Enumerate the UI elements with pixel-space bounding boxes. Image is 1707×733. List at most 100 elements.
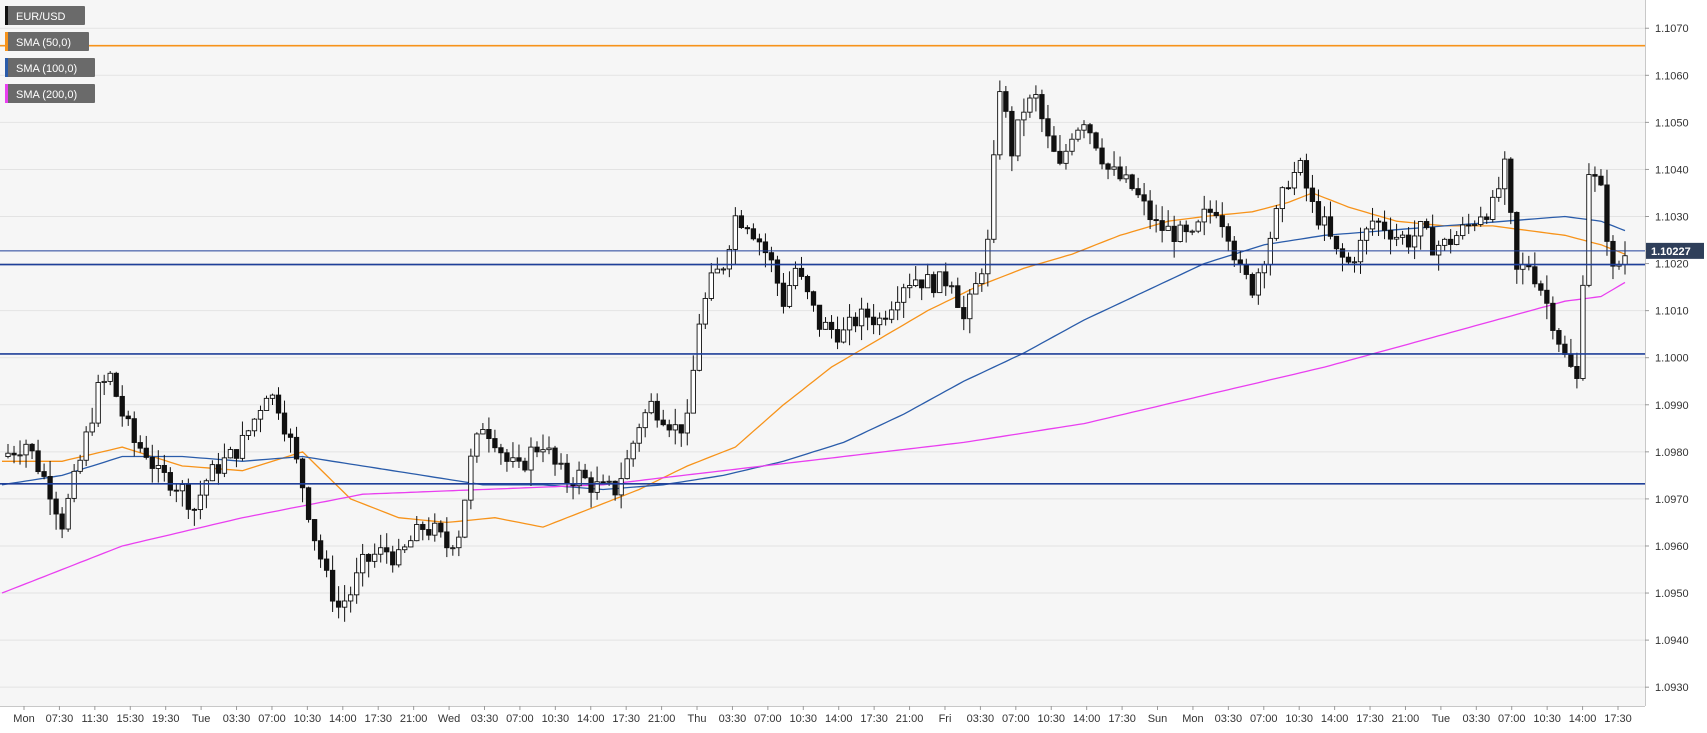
candle-body <box>774 259 781 284</box>
candle <box>1159 206 1165 243</box>
candle <box>420 521 426 541</box>
candle <box>1129 173 1135 191</box>
x-tick-label: 14:00 <box>1321 713 1349 725</box>
candle <box>1201 195 1207 236</box>
candle <box>1454 230 1460 246</box>
candle <box>1219 202 1225 238</box>
candle <box>1556 328 1562 353</box>
legend-item: EUR/USD <box>5 6 85 25</box>
y-tick-label: 1.1070 <box>1655 23 1689 35</box>
candle <box>269 393 276 405</box>
candle <box>1544 275 1550 320</box>
candle <box>876 312 883 336</box>
candle-body <box>245 430 252 436</box>
legend-box <box>5 6 85 25</box>
candle-body <box>1117 166 1123 180</box>
legend-item: SMA (50,0) <box>5 32 89 51</box>
candle-body <box>227 449 234 459</box>
candle <box>89 407 95 436</box>
candle-body <box>1309 187 1316 202</box>
candle-body <box>702 298 708 325</box>
last-price-tag <box>1646 242 1704 259</box>
candle <box>846 304 853 346</box>
candle-body <box>1387 229 1394 240</box>
candle-body <box>726 248 732 270</box>
candle <box>492 429 498 453</box>
candle <box>257 405 264 433</box>
candle <box>41 463 47 480</box>
last-price-label: 1.10227 <box>1651 246 1691 258</box>
candle-body <box>498 447 504 454</box>
candle-body <box>852 316 859 327</box>
x-tick-label: 03:30 <box>967 713 995 725</box>
candle <box>1051 126 1057 153</box>
candle <box>750 223 757 241</box>
candle <box>1580 275 1586 381</box>
x-tick-label: 14:00 <box>1569 713 1597 725</box>
candle <box>462 499 468 539</box>
x-tick-label: 14:00 <box>329 713 357 725</box>
x-tick-label: 07:00 <box>754 713 782 725</box>
candle <box>1105 162 1111 180</box>
candle-body <box>1243 264 1249 275</box>
candle-body <box>1285 187 1292 190</box>
candle <box>834 316 841 350</box>
candle-body <box>1351 261 1358 264</box>
candle-body <box>480 429 486 435</box>
candle-body <box>35 450 41 473</box>
candle-body <box>1369 220 1376 230</box>
candle <box>1448 229 1454 254</box>
candle-body <box>456 536 462 549</box>
x-tick-label: 11:30 <box>81 713 108 725</box>
candle-body <box>1009 110 1015 157</box>
candle <box>305 486 312 523</box>
candle <box>1405 227 1412 254</box>
candle <box>919 279 925 301</box>
candle <box>786 271 793 309</box>
candle-body <box>540 449 546 453</box>
candle-body <box>17 454 23 457</box>
candle-body <box>985 238 991 275</box>
candle <box>1586 163 1592 288</box>
candle <box>1423 218 1430 230</box>
candle-body <box>588 477 594 493</box>
candle <box>696 313 702 372</box>
candle-body <box>23 443 29 456</box>
candle <box>444 517 450 558</box>
candle-body <box>1333 235 1340 250</box>
candle <box>1574 352 1580 389</box>
y-tick-label: 1.1030 <box>1655 212 1689 224</box>
candle-body <box>155 465 161 469</box>
candle <box>1195 219 1201 234</box>
candle-body <box>293 436 300 460</box>
x-tick-label: Mon <box>13 713 34 725</box>
candle <box>17 440 23 465</box>
candle-body <box>1327 216 1334 237</box>
candle-body <box>552 447 558 465</box>
legend-swatch <box>5 32 8 51</box>
candle <box>798 256 805 280</box>
candle-body <box>53 498 59 515</box>
candle-body <box>281 412 288 435</box>
candle-body <box>1099 147 1105 165</box>
candle-body <box>203 480 210 496</box>
candle-body <box>1508 158 1514 213</box>
candle <box>1502 151 1508 205</box>
candle <box>907 273 913 299</box>
candle-body <box>1003 91 1009 112</box>
candle-body <box>101 380 107 383</box>
candle <box>961 295 967 331</box>
candle-body <box>630 442 636 460</box>
candle-body <box>317 540 324 560</box>
candle <box>221 443 228 478</box>
candle <box>1303 153 1310 202</box>
candle-body <box>1538 283 1544 291</box>
candle <box>870 304 877 335</box>
candle-body <box>1201 208 1207 223</box>
candle-body <box>937 271 943 294</box>
candle-body <box>251 418 258 432</box>
candle <box>1532 252 1538 288</box>
candle-body <box>582 469 588 479</box>
candle-body <box>408 540 414 548</box>
